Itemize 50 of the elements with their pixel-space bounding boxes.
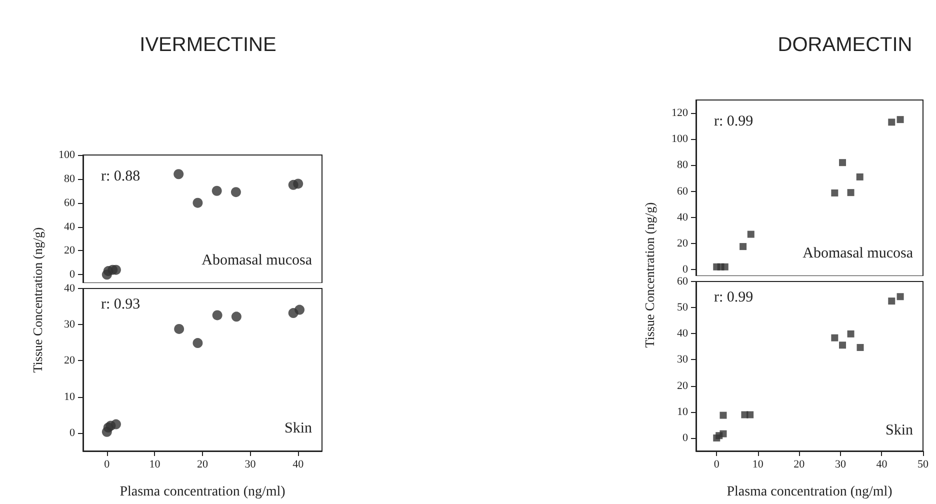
y-tick-label: 0 bbox=[70, 268, 76, 281]
x-tick-label: 20 bbox=[794, 458, 806, 470]
x-tick-label: 0 bbox=[714, 458, 720, 470]
y-tick-label: 80 bbox=[64, 172, 76, 185]
annotation: r: 0.99 bbox=[714, 114, 754, 130]
y-tick-label: 100 bbox=[58, 149, 76, 161]
x-tick-label: 10 bbox=[752, 458, 764, 470]
annotation: Skin bbox=[284, 420, 312, 436]
x-tick-label: 40 bbox=[876, 458, 888, 470]
y-tick-label: 30 bbox=[64, 318, 76, 331]
x-tick-label: 40 bbox=[292, 458, 304, 470]
y-tick-label: 40 bbox=[64, 282, 76, 294]
y-tick-label: 100 bbox=[672, 133, 688, 146]
x-tick-label: 50 bbox=[918, 458, 929, 470]
chart-title: IVERMECTINE bbox=[140, 34, 276, 56]
y-tick-label: 20 bbox=[64, 354, 76, 367]
y-tick-label: 40 bbox=[677, 328, 688, 340]
annotation: r: 0.93 bbox=[101, 296, 140, 312]
y-tick-label: 60 bbox=[677, 276, 688, 288]
y-tick-label: 80 bbox=[677, 159, 688, 172]
y-tick-label: 120 bbox=[672, 107, 688, 120]
annotation: Abomasal mucosa bbox=[202, 252, 312, 268]
x-tick-label: 30 bbox=[834, 458, 846, 470]
y-tick-label: 40 bbox=[64, 220, 76, 233]
y-tick-label: 60 bbox=[64, 196, 76, 209]
x-axis-title: Plasma concentration (ng/ml) bbox=[120, 484, 286, 500]
y-tick-label: 0 bbox=[70, 426, 76, 439]
x-axis-title: Plasma concentration (ng/ml) bbox=[726, 484, 893, 500]
y-tick-label: 30 bbox=[677, 354, 688, 366]
y-tick-label: 0 bbox=[682, 432, 688, 444]
y-tick-label: 20 bbox=[677, 237, 688, 250]
y-tick-label: 40 bbox=[677, 211, 688, 224]
y-tick-label: 20 bbox=[64, 244, 76, 257]
y-tick-label: 20 bbox=[677, 380, 688, 392]
y-tick-label: 0 bbox=[682, 263, 688, 276]
y-tick-label: 60 bbox=[677, 185, 688, 198]
y-axis-title: Tissue Concentration (ng/g) bbox=[30, 227, 46, 373]
y-tick-label: 10 bbox=[64, 390, 76, 403]
annotation: r: 0.88 bbox=[101, 168, 140, 184]
y-axis-title: Tissue Concentration (ng/g) bbox=[642, 202, 658, 348]
annotation: r: 0.99 bbox=[714, 290, 754, 306]
y-tick-label: 50 bbox=[677, 302, 688, 314]
x-tick-label: 30 bbox=[244, 458, 256, 470]
y-tick-label: 10 bbox=[677, 406, 688, 418]
annotation: Skin bbox=[885, 422, 914, 438]
chart-title: DORAMECTIN bbox=[778, 34, 912, 56]
x-tick-label: 0 bbox=[104, 458, 110, 470]
annotation: Abomasal mucosa bbox=[802, 246, 914, 262]
x-tick-label: 20 bbox=[197, 458, 208, 470]
x-tick-label: 10 bbox=[149, 458, 161, 470]
